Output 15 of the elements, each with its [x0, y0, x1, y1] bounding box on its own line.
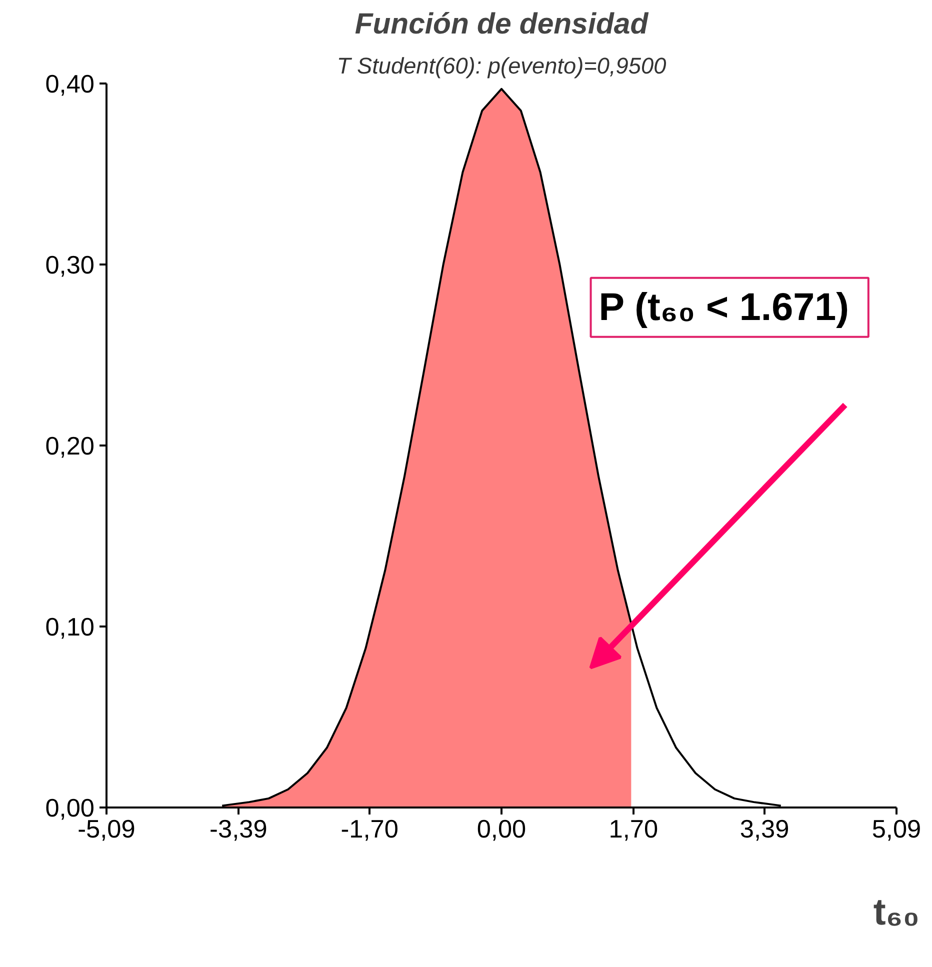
x-tick-label: 1,70: [608, 816, 658, 844]
chart-title: Función de densidad: [354, 8, 650, 40]
x-tick-label: 3,39: [740, 816, 790, 844]
x-axis-title: t₆₀: [873, 890, 920, 932]
x-tick-label: 0,00: [476, 816, 526, 844]
y-tick-label: 0,20: [45, 432, 94, 460]
x-tick-label: -5,09: [78, 816, 136, 844]
x-tick-label: 5,09: [872, 816, 922, 844]
y-tick-label: 0,30: [45, 252, 94, 280]
annotation: P (t₆₀ < 1.671): [598, 286, 849, 329]
x-tick-label: -1,70: [340, 816, 398, 844]
y-tick-label: 0,40: [45, 70, 94, 98]
chart-subtitle: T Student(60): p(evento)=0,9500: [336, 52, 667, 78]
x-tick-label: -3,39: [210, 816, 268, 844]
y-tick-label: 0,10: [45, 614, 94, 642]
